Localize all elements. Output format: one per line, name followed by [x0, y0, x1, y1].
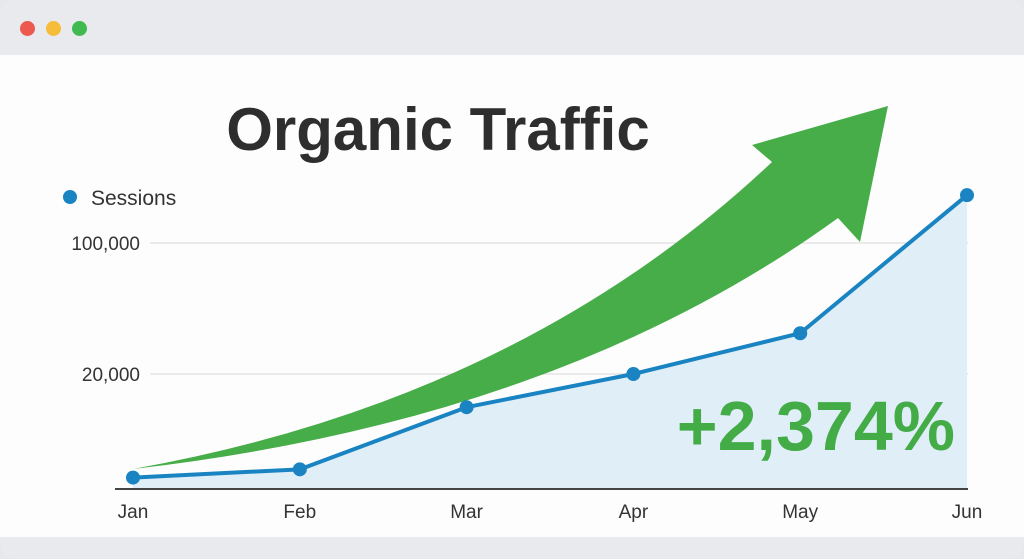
chart-title: Organic Traffic	[226, 96, 649, 163]
y-tick-label: 20,000	[82, 365, 140, 386]
data-point	[126, 470, 140, 485]
data-point	[292, 462, 307, 477]
x-tick-label: Mar	[450, 502, 483, 523]
legend-label-sessions: Sessions	[91, 187, 176, 210]
bottom-bar	[0, 537, 1024, 559]
data-point	[793, 326, 808, 341]
minimize-button[interactable]	[46, 21, 61, 36]
area-fill	[133, 195, 967, 489]
y-tick-label: 100,000	[71, 234, 140, 255]
series-line-sessions	[132, 193, 969, 480]
title-bar	[0, 0, 1024, 55]
data-point	[459, 400, 474, 415]
legend-marker-sessions	[63, 190, 77, 204]
x-tick-label: Jan	[118, 502, 149, 523]
growth-arrow	[133, 106, 888, 469]
x-tick-label: Jun	[952, 502, 983, 523]
maximize-button[interactable]	[72, 21, 87, 36]
data-point	[960, 188, 974, 203]
x-tick-label: Feb	[283, 502, 316, 523]
x-tick-label: Apr	[619, 502, 649, 523]
growth-percentage: +2,374%	[677, 387, 955, 465]
data-point	[626, 367, 641, 381]
close-button[interactable]	[20, 21, 35, 36]
x-tick-label: May	[782, 502, 818, 523]
